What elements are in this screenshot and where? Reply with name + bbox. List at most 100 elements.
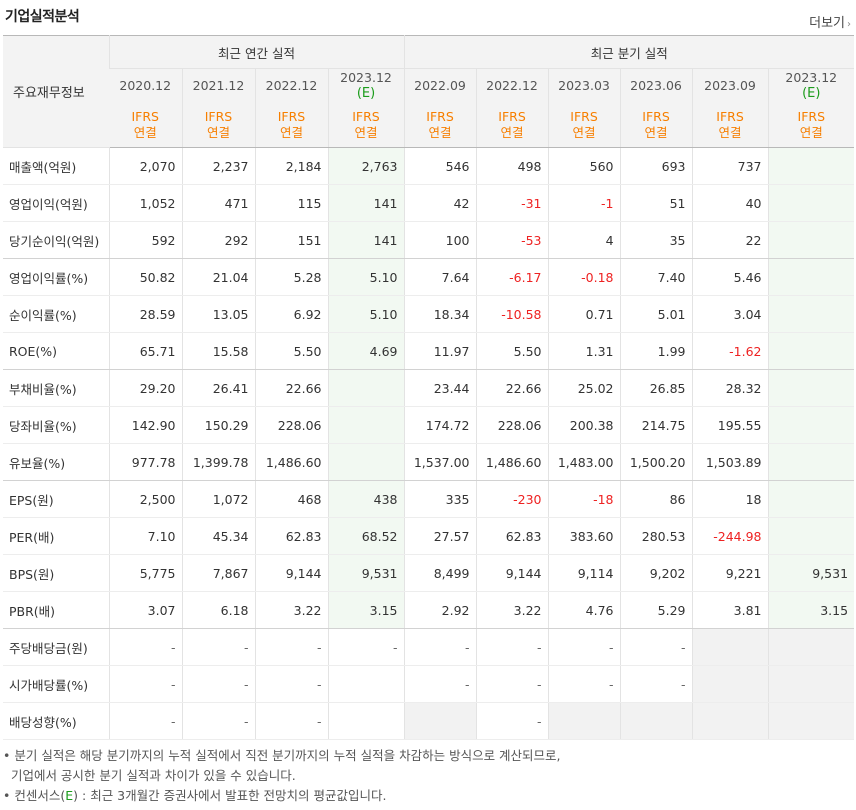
data-cell: 383.60: [547, 517, 621, 555]
data-cell: 9,144: [475, 554, 549, 592]
data-cell: 5,775: [108, 554, 182, 592]
footnote-consensus: • 컨센서스(E) : 최근 3개월간 증권사에서 발표한 전망치의 평균값입니…: [3, 788, 387, 803]
basis-label: IFRS 연결: [277, 109, 306, 140]
period-label: 2023.09: [704, 78, 756, 93]
table-row: 배당성향(%) - - - -: [3, 702, 855, 740]
data-cell: [767, 628, 855, 666]
row-label: 시가배당률(%): [3, 665, 109, 703]
period-header: 2023.03: [547, 68, 621, 103]
data-cell: 15.58: [181, 332, 255, 370]
data-cell: 4.76: [547, 591, 621, 629]
data-cell: 1,052: [108, 184, 182, 222]
basis-header: IFRS 연결: [181, 103, 255, 148]
period-label: 2021.12: [192, 78, 245, 93]
data-cell: 0.71: [547, 295, 621, 333]
data-cell: -18: [547, 480, 621, 518]
data-cell: -230: [475, 480, 549, 518]
data-cell: 22.66: [254, 369, 328, 407]
basis-header: IFRS 연결: [475, 103, 549, 148]
data-cell: 737: [691, 147, 769, 185]
data-cell: 1,399.78: [181, 443, 255, 481]
basis-label: IFRS 연결: [642, 109, 670, 140]
basis-header: IFRS 연결: [691, 103, 769, 148]
footnotes: • 분기 실적은 해당 분기까지의 누적 실적에서 직전 분기까지의 누적 실적…: [3, 746, 853, 806]
data-cell: 1,537.00: [403, 443, 477, 481]
data-cell: -: [108, 665, 182, 703]
data-cell: 26.85: [619, 369, 693, 407]
period-header: 2023.06: [619, 68, 693, 103]
basis-header: IFRS 연결: [547, 103, 621, 148]
data-cell: -: [403, 665, 477, 703]
corner-label: 주요재무정보: [3, 35, 109, 148]
data-cell: 1.99: [619, 332, 693, 370]
data-cell: [327, 702, 405, 740]
data-cell: 21.04: [181, 258, 255, 296]
basis-header: IFRS 연결: [619, 103, 693, 148]
data-cell: [767, 258, 855, 296]
row-label: 매출액(억원): [3, 147, 109, 185]
data-cell: [767, 332, 855, 370]
row-label: 주당배당금(원): [3, 628, 109, 666]
data-cell: 471: [181, 184, 255, 222]
data-cell: 1,483.00: [547, 443, 621, 481]
data-cell: -: [547, 665, 621, 703]
more-link[interactable]: 더보기 ›: [809, 12, 851, 31]
footnote-consensus-pre: 컨센서스(: [14, 788, 66, 803]
data-cell: 22: [691, 221, 769, 259]
data-cell: [767, 665, 855, 703]
period-header: 2023.09: [691, 68, 769, 103]
data-cell: 4: [547, 221, 621, 259]
period-header: 2020.12: [109, 68, 182, 103]
data-cell: 3.07: [108, 591, 182, 629]
data-cell: -: [475, 628, 549, 666]
data-cell: -: [403, 628, 477, 666]
data-cell: 26.41: [181, 369, 255, 407]
data-cell: 3.04: [691, 295, 769, 333]
table-row: 당좌비율(%) 142.90 150.29 228.06 174.72 228.06 200…: [3, 406, 855, 444]
table-row: 영업이익률(%) 50.82 21.04 5.28 5.10 7.64 -6.17 -0.18…: [3, 258, 855, 296]
basis-label: IFRS 연결: [131, 109, 160, 140]
data-cell: 151: [254, 221, 328, 259]
table-row: 주당배당금(원) - - - - - - - -: [3, 628, 855, 666]
data-cell: [327, 665, 405, 703]
data-cell: [767, 480, 855, 518]
table-row: 순이익률(%) 28.59 13.05 6.92 5.10 18.34 -10.58 0.71…: [3, 295, 855, 333]
basis-label: IFRS 연결: [797, 109, 826, 140]
row-label: EPS(원): [3, 480, 109, 518]
data-cell: -: [108, 628, 182, 666]
data-cell: 2,763: [327, 147, 405, 185]
data-cell: 3.15: [327, 591, 405, 629]
data-cell: -: [475, 702, 549, 740]
data-cell: [691, 665, 769, 703]
data-cell: 1,486.60: [475, 443, 549, 481]
estimate-badge: (E): [802, 86, 821, 101]
row-label: 영업이익(억원): [3, 184, 109, 222]
data-cell: 50.82: [108, 258, 182, 296]
data-cell: 592: [108, 221, 182, 259]
data-cell: [767, 517, 855, 555]
data-cell: [767, 184, 855, 222]
data-cell: 35: [619, 221, 693, 259]
basis-header: IFRS 연결: [327, 103, 405, 148]
data-cell: 142.90: [108, 406, 182, 444]
row-label: 부채비율(%): [3, 369, 109, 407]
data-cell: 28.59: [108, 295, 182, 333]
footnote-consensus-e: E: [65, 788, 74, 803]
data-cell: 9,202: [619, 554, 693, 592]
data-cell: 86: [619, 480, 693, 518]
data-cell: 18: [691, 480, 769, 518]
data-cell: 1,500.20: [619, 443, 693, 481]
data-cell: 8,499: [403, 554, 477, 592]
data-cell: 468: [254, 480, 328, 518]
table-row: 영업이익(억원) 1,052 471 115 141 42 -31 -1 51 40: [3, 184, 855, 222]
data-cell: 9,221: [691, 554, 769, 592]
data-cell: [767, 295, 855, 333]
data-cell: [547, 702, 621, 740]
data-cell: 51: [619, 184, 693, 222]
row-label: PER(배): [3, 517, 109, 555]
data-cell: -: [619, 665, 693, 703]
data-cell: 2.92: [403, 591, 477, 629]
data-cell: -0.18: [547, 258, 621, 296]
data-cell: 9,144: [254, 554, 328, 592]
data-cell: 68.52: [327, 517, 405, 555]
